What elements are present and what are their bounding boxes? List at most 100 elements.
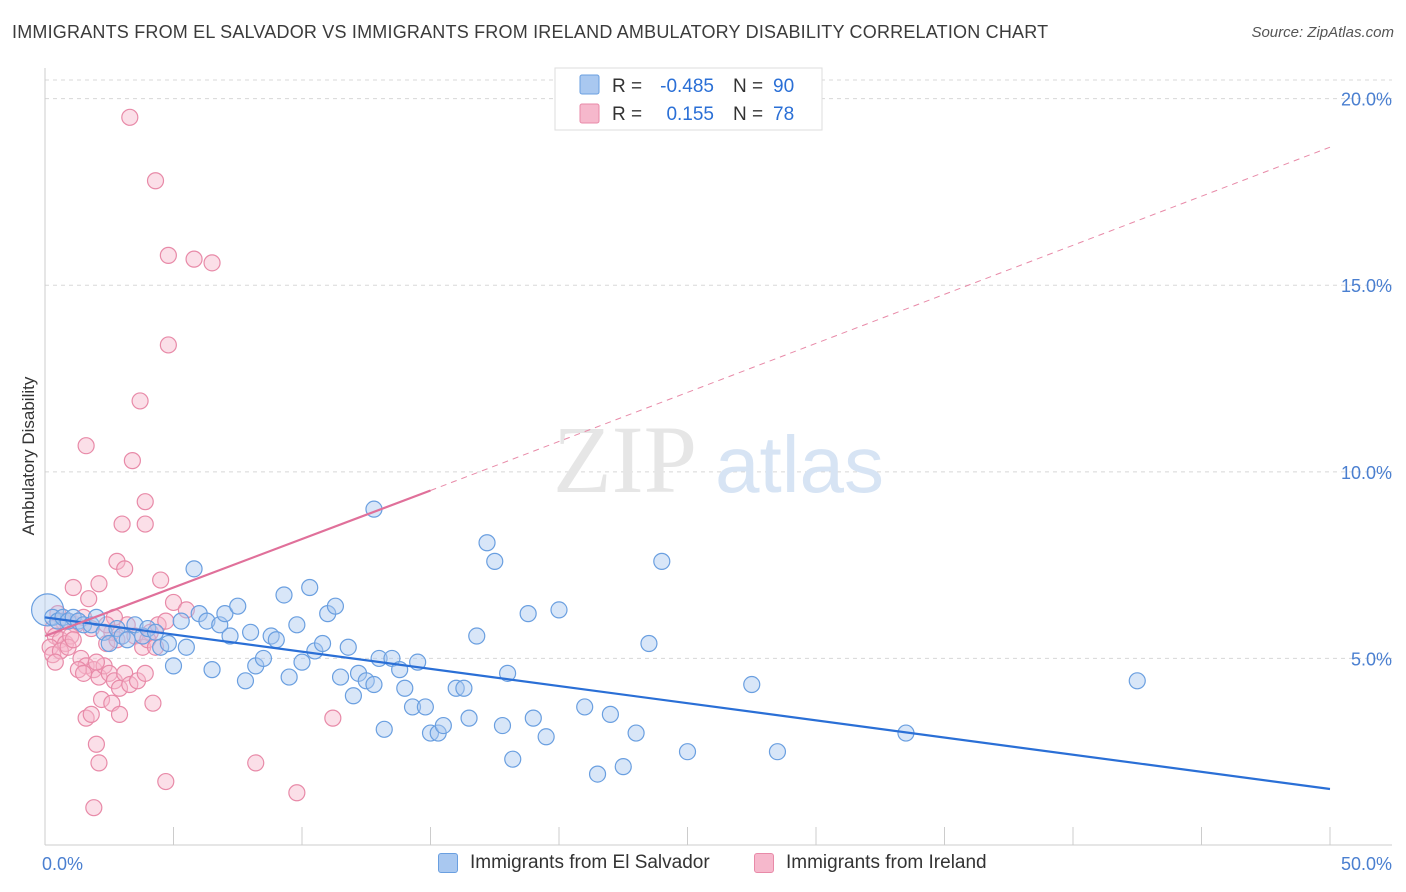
data-point-ireland [164,593,183,612]
legend-n-label-2: N = [733,104,763,125]
trend-lines [44,146,1331,791]
legend-item-el-salvador: Immigrants from El Salvador [438,852,710,874]
data-point-el-salvador [198,612,216,630]
data-point-el-salvador [293,653,311,671]
data-point-el-salvador [203,661,221,679]
series-el-salvador-points [30,500,1146,783]
data-point-el-salvador [653,552,671,570]
data-point-el-salvador [434,716,452,735]
trend-line-ireland [44,489,431,638]
data-point-ireland [136,493,154,511]
data-point-ireland [110,679,129,697]
data-point-el-salvador [229,597,247,615]
data-point-el-salvador [627,724,645,742]
y-tick-label: 15.0% [1341,276,1392,296]
data-point-el-salvador [468,627,486,645]
data-point-ireland [159,246,177,264]
data-point-ireland [82,705,100,723]
data-point-ireland [46,653,64,671]
data-point-ireland [90,575,108,593]
data-point-ireland [116,560,134,578]
data-point-el-salvador [185,560,203,578]
watermark-atlas: atlas [715,420,884,509]
data-point-el-salvador [242,623,260,641]
legend-label-ireland: Immigrants from Ireland [786,852,987,873]
series-ireland-points [41,108,342,817]
legend-box: R = -0.485 N = 90 R = 0.155 N = 78 [554,67,823,131]
data-point-el-salvador [396,679,414,697]
data-point-el-salvador [640,634,658,653]
source-label: Source: ZipAtlas.com [1251,24,1394,41]
data-point-el-salvador [365,675,383,694]
data-point-ireland [87,735,106,753]
legend-label-el-salvador: Immigrants from El Salvador [470,852,710,873]
data-point-ireland [247,754,265,772]
data-point-el-salvador [211,616,229,634]
chart-title: IMMIGRANTS FROM EL SALVADOR VS IMMIGRANT… [12,22,1049,42]
data-point-el-salvador [614,758,632,776]
data-point-el-salvador [221,627,239,645]
legend-item-ireland: Immigrants from Ireland [754,852,987,874]
data-point-el-salvador [267,631,285,649]
legend-n-value-1: 90 [773,76,794,97]
data-point-el-salvador [403,698,422,716]
data-point-el-salvador [313,634,332,653]
data-point-el-salvador [172,612,190,630]
data-point-el-salvador [486,552,504,570]
data-point-ireland [74,664,93,682]
data-point-el-salvador [339,638,357,656]
data-point-el-salvador [588,765,607,783]
data-point-el-salvador [537,728,555,746]
data-point-ireland [152,571,170,589]
data-point-ireland [116,664,134,682]
legend-swatch-pink [579,103,600,124]
data-point-el-salvador [678,743,697,761]
data-point-el-salvador [743,675,761,694]
data-point-el-salvador [331,668,350,686]
data-point-el-salvador [519,605,537,623]
data-point-el-salvador [504,750,522,768]
watermark-zip: ZIP [553,406,697,513]
y-axis-label: Ambulatory Disability [19,376,38,535]
data-point-ireland [85,799,103,817]
legend-r-label-1: R = [612,76,642,97]
data-point-ireland [159,336,177,354]
legend-swatch-blue [579,74,600,95]
data-point-ireland [288,784,306,802]
data-point-ireland [87,653,106,671]
data-point-ireland [157,772,175,791]
data-point-el-salvador [768,743,787,761]
data-point-el-salvador [344,687,362,705]
data-point-el-salvador [416,698,434,716]
data-point-ireland [144,694,162,712]
y-tick-label: 10.0% [1341,463,1392,483]
data-point-el-salvador [164,657,183,675]
data-point-el-salvador [601,705,620,723]
data-point-el-salvador [159,634,177,653]
data-point-el-salvador [280,668,298,686]
data-point-ireland [146,638,165,656]
data-point-ireland [121,108,139,126]
bottom-legend: Immigrants from El Salvador Immigrants f… [0,850,1406,880]
data-point-el-salvador [301,578,319,597]
data-point-ireland [324,709,342,727]
axes [44,68,1392,846]
legend-r-value-2: 0.155 [666,104,714,125]
data-point-el-salvador [326,597,345,615]
y-tick-label: 5.0% [1351,649,1392,669]
legend-r-value-1: -0.485 [660,76,714,97]
data-point-el-salvador [216,605,234,623]
y-tick-label: 20.0% [1341,90,1392,110]
legend-n-value-2: 78 [773,104,794,125]
data-point-el-salvador [177,638,195,656]
x-tick-label: 50.0% [1341,854,1392,874]
data-point-ireland [131,392,149,410]
x-tick-labels: 0.0% 50.0% [42,854,1392,874]
data-point-el-salvador [524,709,542,727]
data-point-el-salvador [275,586,293,604]
data-point-ireland [110,705,129,723]
data-point-el-salvador [493,716,512,735]
grid-lines [45,79,1392,659]
legend-swatch-el-salvador [438,853,458,873]
